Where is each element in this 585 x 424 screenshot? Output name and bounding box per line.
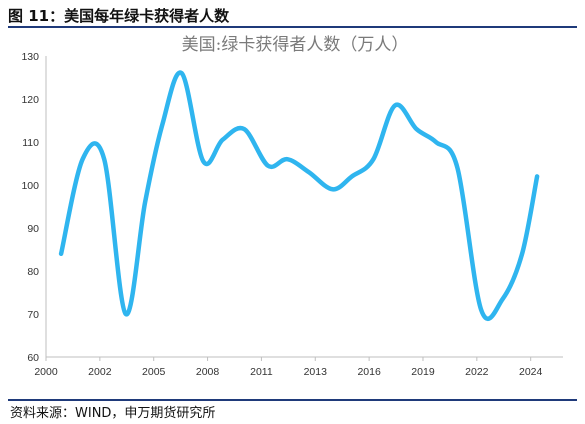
chart-container: 美国:绿卡获得者人数（万人） 60 70 80 90 100 110 120 130 2000… — [0, 28, 585, 398]
y-tick-label: 90 — [27, 223, 39, 235]
figure-header: 图 11：美国每年绿卡获得者人数 — [8, 3, 578, 27]
line-chart: 美国:绿卡获得者人数（万人） 60 70 80 90 100 110 120 130 2000… — [21, 35, 563, 378]
chart-title: 美国:绿卡获得者人数（万人） — [182, 35, 409, 55]
y-tick-label: 80 — [27, 266, 39, 278]
x-tick-label: 2013 — [304, 366, 328, 378]
x-tick-label: 2005 — [142, 366, 166, 378]
figure-title: 图 11：美国每年绿卡获得者人数 — [8, 7, 230, 25]
x-tick-label: 2011 — [250, 366, 273, 378]
top-rule — [8, 26, 577, 28]
figure-source: 资料来源：WIND，申万期货研究所 — [10, 406, 216, 421]
x-tick-label: 2024 — [519, 366, 543, 378]
y-tick-label: 100 — [21, 180, 39, 192]
series-line — [58, 70, 540, 321]
x-axis-ticks: 2000 2002 2005 2008 2011 2013 2016 2019 2022 2024 — [34, 357, 543, 378]
bottom-rule — [8, 399, 577, 401]
y-axis-ticks: 60 70 80 90 100 110 120 130 — [21, 51, 39, 364]
y-tick-label: 60 — [27, 352, 39, 364]
x-tick-label: 2008 — [196, 366, 220, 378]
x-tick-label: 2019 — [411, 366, 435, 378]
y-tick-label: 120 — [21, 94, 39, 106]
x-tick-label: 2002 — [88, 366, 112, 378]
x-tick-label: 2022 — [465, 366, 489, 378]
y-tick-label: 110 — [22, 137, 39, 149]
y-tick-label: 130 — [21, 51, 39, 63]
y-tick-label: 70 — [27, 309, 39, 321]
x-tick-label: 2000 — [34, 366, 58, 378]
x-tick-label: 2016 — [357, 366, 381, 378]
